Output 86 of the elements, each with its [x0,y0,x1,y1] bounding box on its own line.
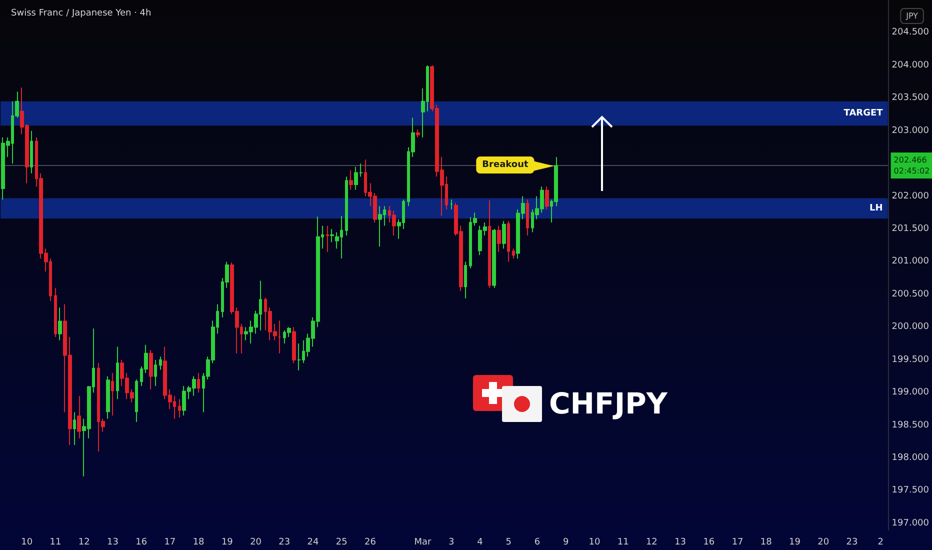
candlestick [512,248,515,259]
ref-line-label: 202.466 02:45:02 [894,156,930,176]
candlestick [154,359,157,387]
x-tick-label: 4 [477,538,484,548]
y-tick-label: 204.500 [892,28,930,38]
y-tick-label: 200.000 [892,322,930,332]
x-tick-label: 23 [846,538,858,548]
candlestick [58,307,62,341]
x-tick-label: 12 [78,538,90,548]
candlestick [135,379,138,423]
x-tick-label: 17 [164,538,176,548]
candlestick [345,176,348,236]
y-tick-label: 197.500 [892,486,930,496]
candlestick [197,372,200,394]
x-tick-label: 17 [732,538,744,548]
candlestick [349,170,353,190]
candlestick [330,228,334,243]
candlestick [545,186,549,210]
x-tick-label: 3 [448,538,454,548]
x-tick-label: 12 [646,538,658,548]
x-tick-label: 20 [818,538,830,548]
candlestick [149,350,153,390]
y-tick-label: 197.000 [892,518,930,528]
x-tick-label: 13 [106,538,118,548]
y-tick-label: 201.500 [892,224,930,234]
x-tick-label: 9 [562,538,569,548]
text: Swiss Franc / Japanese Yen · 4h [11,8,152,18]
candlestick [497,225,501,252]
candlestick [326,225,329,252]
y-tick-label: 200.500 [892,289,930,300]
y-tick-label: 199.000 [892,388,930,398]
y-tick-label: 201.000 [892,256,930,267]
candlestick [30,130,33,174]
x-tick-label: 19 [789,538,801,548]
x-tick-label: 10 [21,538,33,548]
x-tick-label: 23 [278,538,290,548]
candlestick [111,372,114,416]
candlestick [292,326,296,364]
y-tick-label: 198.500 [892,420,930,430]
candlestick [450,199,453,210]
candlestick [488,200,491,288]
x-tick-label: 13 [674,538,686,548]
x-tick-label: 25 [336,538,348,548]
candlestick [378,206,382,248]
x-tick-label: 2 [878,538,884,548]
candlestick [159,356,162,370]
x-tick-label: 24 [307,538,320,548]
annotation: CHFJPY [549,386,668,420]
x-tick-label: 16 [703,538,715,548]
text: JPY [905,12,918,20]
candlestick [502,220,506,250]
y-tick-label: 199.500 [892,354,930,365]
x-tick-label: 19 [221,538,234,548]
x-tick-label: 11 [50,538,62,548]
candlestick [73,412,76,446]
candlestick [116,346,119,400]
candlestick [178,398,181,418]
x-tick-label: 26 [364,538,376,548]
candlestick [392,210,396,236]
candlestick [54,287,57,338]
y-tick-label: 202.000 [892,191,930,202]
x-tick-label: 11 [617,538,629,548]
x-tick-label: 6 [534,538,540,548]
candlestick [526,199,529,236]
x-tick-label: 10 [588,538,600,548]
band-label: LH [870,203,883,214]
candlestick [464,261,467,299]
candlestick [278,320,281,354]
y-tick-label: 198.000 [892,453,930,464]
candlestick [416,129,420,138]
candlestick [77,395,81,439]
x-tick-label: 20 [250,538,262,548]
y-tick-label: 204.000 [892,60,930,70]
y-tick-label: 203.000 [892,126,930,136]
x-tick-label: Mar [414,538,432,548]
candlestick [492,228,496,288]
annotation: Breakout [482,160,529,170]
x-tick-label: 18 [192,538,205,548]
candlestick [297,343,301,371]
candlestick [507,220,510,262]
band-label: TARGET [844,108,884,119]
candlestick [106,376,110,420]
x-tick-label: 16 [136,538,148,548]
y-tick-label: 203.500 [892,93,930,104]
x-tick-label: 5 [506,538,512,548]
x-tick-label: 18 [760,538,772,548]
